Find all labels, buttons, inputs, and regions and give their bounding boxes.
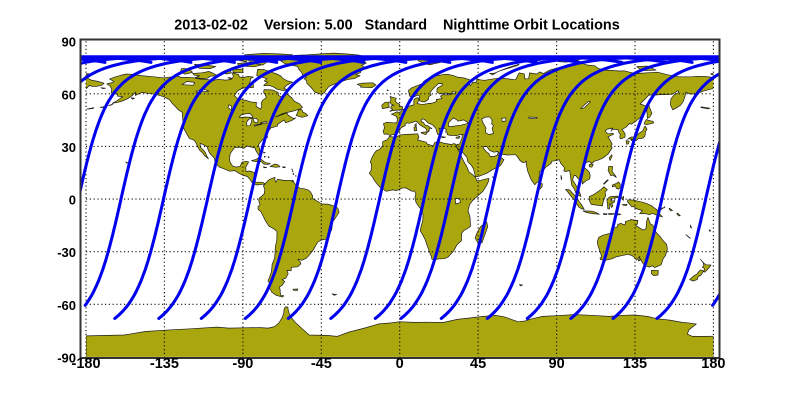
svg-text:-90: -90 [57,350,76,365]
svg-text:-60: -60 [57,298,76,313]
svg-text:-135: -135 [150,356,179,372]
svg-text:60: 60 [62,87,76,102]
svg-text:90: 90 [62,35,76,50]
svg-text:90: 90 [549,356,565,372]
svg-text:135: 135 [623,356,647,372]
svg-text:0: 0 [396,356,404,372]
svg-text:0: 0 [69,193,76,208]
svg-text:180: 180 [701,356,725,372]
svg-text:2013-02-02 Version: 5.00: 2013-02-02 Version: 5.00 Standard Nightt… [174,18,619,34]
svg-text:-90: -90 [232,356,253,372]
svg-text:-30: -30 [57,245,76,260]
svg-text:30: 30 [62,140,76,155]
svg-text:-180: -180 [71,356,100,372]
svg-text:45: 45 [470,356,486,372]
svg-text:-45: -45 [311,356,332,372]
